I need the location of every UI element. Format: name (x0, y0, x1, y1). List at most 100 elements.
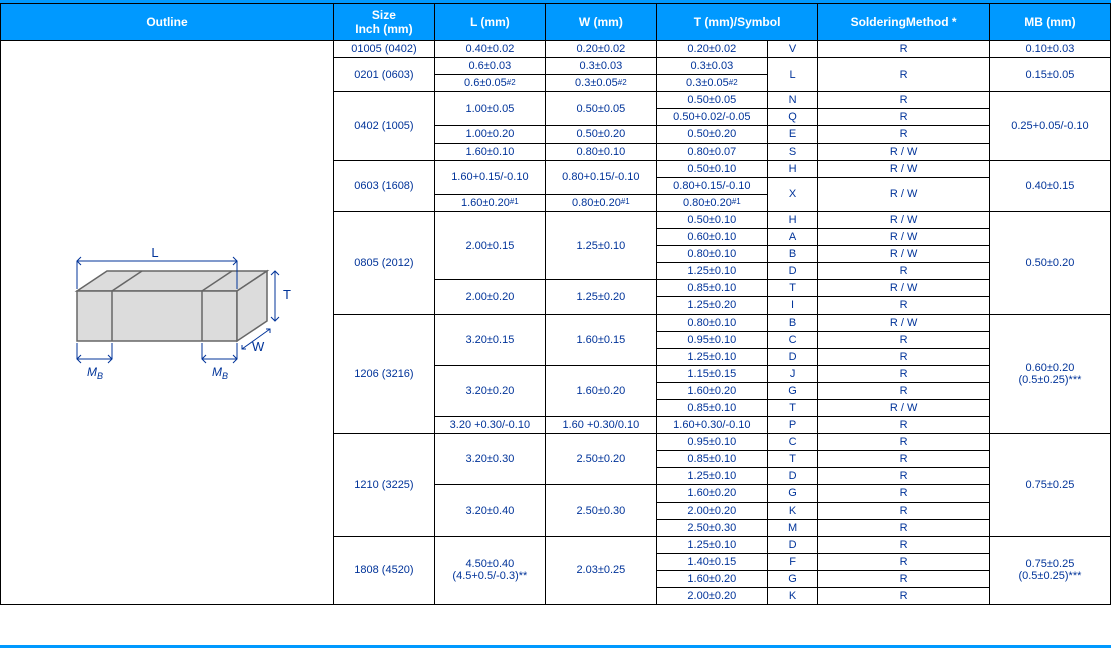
table-cell: E (767, 126, 817, 143)
svg-text:MB: MB (87, 365, 103, 381)
table-cell: 4.50±0.40 (4.5+0.5/-0.3)** (434, 536, 545, 604)
th-outline: Outline (1, 4, 334, 41)
table-cell: 0.40±0.02 (434, 41, 545, 58)
table-cell: R (818, 297, 990, 314)
table-cell: 1.00±0.05 (434, 92, 545, 126)
table-cell: 1.60±0.20 (656, 570, 767, 587)
table-cell: C (767, 434, 817, 451)
table-cell: X (767, 177, 817, 211)
table-cell: 1.60+0.15/-0.10 (434, 160, 545, 194)
outline-diagram-cell: L T W MB MB (1, 41, 334, 605)
table-cell: G (767, 485, 817, 502)
svg-text:W: W (252, 339, 265, 354)
table-cell: R (818, 588, 990, 605)
table-cell: 01005 (0402) (333, 41, 434, 58)
table-cell: 0.80+0.15/-0.10 (656, 177, 767, 194)
table-cell: K (767, 502, 817, 519)
table-cell: D (767, 348, 817, 365)
table-cell: A (767, 229, 817, 246)
table-cell: 1.25±0.20 (545, 280, 656, 314)
table-cell: R / W (818, 160, 990, 177)
table-cell: R (818, 382, 990, 399)
table-cell: B (767, 246, 817, 263)
table-cell: 0.3±0.05#2 (545, 75, 656, 92)
table-cell: 3.20±0.15 (434, 314, 545, 365)
table-cell: 2.00±0.15 (434, 211, 545, 279)
table-cell: P (767, 417, 817, 434)
table-cell: 2.03±0.25 (545, 536, 656, 604)
table-cell: 0.20±0.02 (656, 41, 767, 58)
table-cell: 1.00±0.20 (434, 126, 545, 143)
table-cell: H (767, 160, 817, 177)
table-cell: 3.20±0.30 (434, 434, 545, 485)
table-cell: 0805 (2012) (333, 211, 434, 314)
table-cell: 0.85±0.10 (656, 451, 767, 468)
table-cell: R (818, 41, 990, 58)
table-cell: 0.10±0.03 (989, 41, 1110, 58)
table-cell: 1808 (4520) (333, 536, 434, 604)
table-cell: R (818, 570, 990, 587)
table-cell: 2.50±0.30 (545, 485, 656, 536)
svg-text:T: T (283, 287, 291, 302)
table-cell: R / W (818, 177, 990, 211)
table-cell: 1.25±0.10 (656, 263, 767, 280)
table-cell: G (767, 382, 817, 399)
table-cell: 0.3±0.05#2 (656, 75, 767, 92)
th-l: L (mm) (434, 4, 545, 41)
table-cell: 1.60±0.15 (545, 314, 656, 365)
table-cell: 2.00±0.20 (434, 280, 545, 314)
table-cell: 1.60±0.20 (656, 382, 767, 399)
svg-text:MB: MB (212, 365, 228, 381)
table-cell: 2.50±0.30 (656, 519, 767, 536)
table-cell: T (767, 399, 817, 416)
table-cell: 0.60±0.10 (656, 229, 767, 246)
table-cell: V (767, 41, 817, 58)
table-cell: 1.60±0.20 (545, 365, 656, 416)
table-cell: R (818, 365, 990, 382)
table-cell: R (818, 553, 990, 570)
table-cell: L (767, 58, 817, 92)
table-cell: 0.3±0.03 (545, 58, 656, 75)
table-cell: M (767, 519, 817, 536)
table-cell: R (818, 263, 990, 280)
table-cell: 0.85±0.10 (656, 280, 767, 297)
dimensions-table: Outline Size Inch (mm) L (mm) W (mm) T (… (0, 3, 1111, 605)
table-cell: S (767, 143, 817, 160)
th-w: W (mm) (545, 4, 656, 41)
table-cell: R (818, 502, 990, 519)
table-cell: R / W (818, 229, 990, 246)
table-cell: I (767, 297, 817, 314)
svg-text:L: L (151, 245, 158, 260)
table-cell: B (767, 314, 817, 331)
table-cell: C (767, 331, 817, 348)
table-cell: 0.50±0.20 (989, 211, 1110, 314)
table-cell: 0.75±0.25 (989, 434, 1110, 537)
table-cell: 2.00±0.20 (656, 502, 767, 519)
table-cell: D (767, 263, 817, 280)
table-cell: 0201 (0603) (333, 58, 434, 92)
th-soldering: SolderingMethod * (818, 4, 990, 41)
table-cell: 1.25±0.20 (656, 297, 767, 314)
table-cell: 0.85±0.10 (656, 399, 767, 416)
table-cell: R / W (818, 280, 990, 297)
table-row: LTWMBMB01005 (0402)0.40±0.020.20±0.020.2… (1, 41, 1111, 58)
table-cell: 1.60 +0.30/0.10 (545, 417, 656, 434)
table-cell: R / W (818, 399, 990, 416)
table-cell: R / W (818, 314, 990, 331)
table-cell: 1.25±0.10 (545, 211, 656, 279)
table-cell: 1.25±0.10 (656, 468, 767, 485)
table-cell: R (818, 109, 990, 126)
table-cell: R (818, 451, 990, 468)
table-cell: 1.25±0.10 (656, 536, 767, 553)
table-cell: R (818, 434, 990, 451)
table-cell: R / W (818, 143, 990, 160)
table-cell: H (767, 211, 817, 228)
table-cell: 0.80±0.10 (656, 246, 767, 263)
table-cell: 0.20±0.02 (545, 41, 656, 58)
table-cell: R (818, 519, 990, 536)
table-cell: 0.95±0.10 (656, 434, 767, 451)
table-cell: 0.6±0.03 (434, 58, 545, 75)
table-cell: J (767, 365, 817, 382)
table-cell: 1206 (3216) (333, 314, 434, 434)
table-cell: D (767, 468, 817, 485)
